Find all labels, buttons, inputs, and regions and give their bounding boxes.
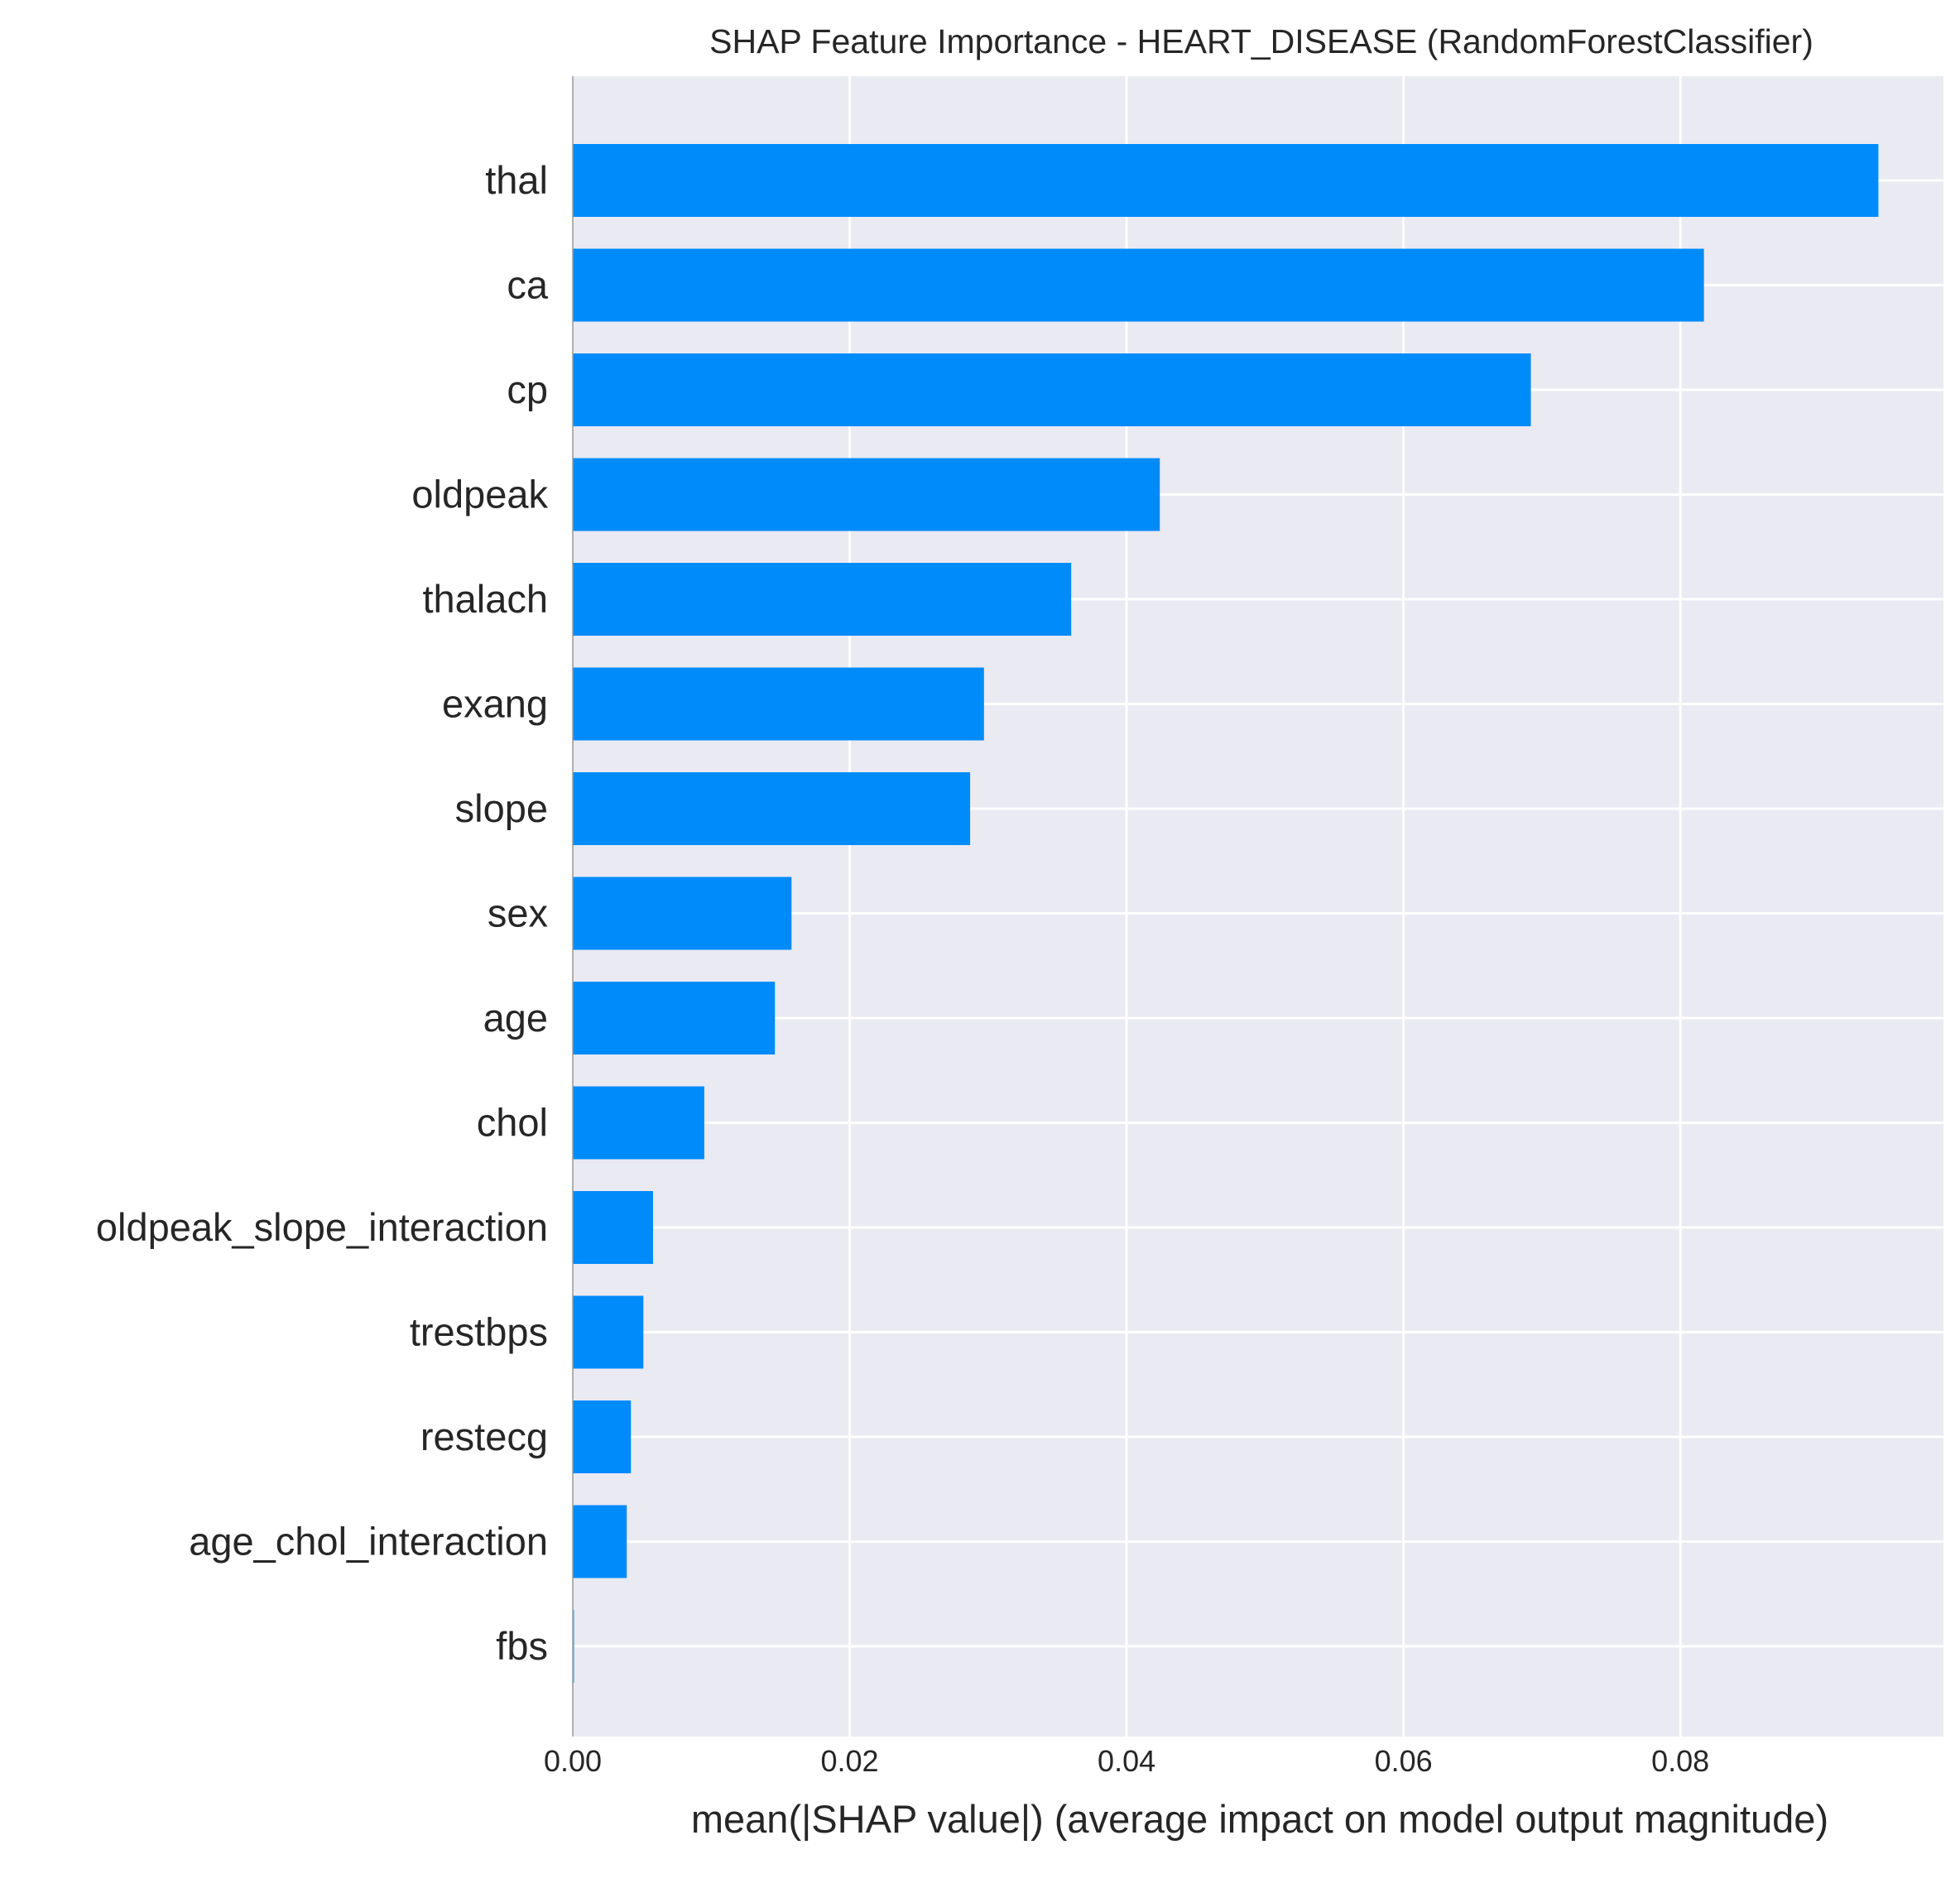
x-tick-label: 0.06 <box>1375 1744 1433 1778</box>
bars <box>573 144 1879 1683</box>
y-tick-label: oldpeak <box>411 473 548 516</box>
y-tick-label: ca <box>507 263 549 307</box>
bar-trestbps <box>573 1295 644 1369</box>
y-tick-label: age_chol_interaction <box>189 1520 548 1564</box>
y-tick-label: fbs <box>496 1624 548 1668</box>
bar-cp <box>573 353 1531 426</box>
y-tick-label: sex <box>488 891 548 935</box>
y-tick-label: thalach <box>422 577 548 621</box>
x-tick-label: 0.08 <box>1651 1744 1709 1778</box>
chart-title: SHAP Feature Importance - HEART_DISEASE … <box>709 22 1813 60</box>
bar-oldpeak-slope-interaction <box>573 1191 654 1264</box>
y-tick-label: restecg <box>420 1415 548 1458</box>
y-tick-labels: thal ca cp oldpeak thalach exang slope sex age ch… <box>96 158 549 1668</box>
y-tick-label: exang <box>442 682 548 726</box>
x-tick-labels: 0.00 0.02 0.04 0.06 0.08 <box>544 1744 1709 1778</box>
y-tick-label: trestbps <box>410 1310 548 1354</box>
y-tick-label: oldpeak_slope_interaction <box>96 1205 548 1249</box>
x-tick-label: 0.04 <box>1098 1744 1155 1778</box>
bar-thal <box>573 144 1879 217</box>
y-tick-label: thal <box>485 158 548 202</box>
bar-slope <box>573 772 971 845</box>
bar-restecg <box>573 1400 632 1473</box>
bar-age-chol-interaction <box>573 1505 627 1578</box>
bar-age <box>573 982 776 1054</box>
y-tick-label: age <box>483 996 548 1040</box>
y-tick-label: slope <box>455 786 548 830</box>
x-tick-label: 0.02 <box>821 1744 879 1778</box>
bar-thalach <box>573 563 1072 636</box>
bar-ca <box>573 248 1704 322</box>
bar-sex <box>573 877 792 950</box>
bar-fbs <box>573 1610 574 1683</box>
x-axis-label: mean(|SHAP value|) (average impact on mo… <box>691 1797 1828 1841</box>
plot-area <box>573 76 1943 1737</box>
x-tick-label: 0.00 <box>544 1744 602 1778</box>
bar-chol <box>573 1086 704 1160</box>
y-tick-label: chol <box>477 1101 548 1145</box>
bar-exang <box>573 667 984 741</box>
bar-oldpeak <box>573 458 1160 531</box>
y-tick-label: cp <box>507 368 548 411</box>
